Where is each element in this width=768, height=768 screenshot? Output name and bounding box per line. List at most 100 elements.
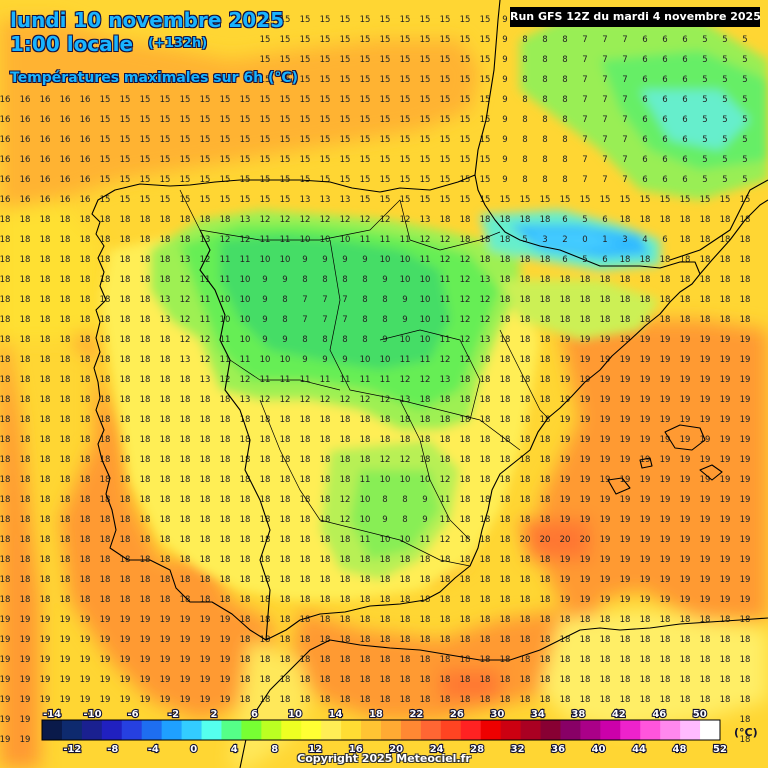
grid-value: 8	[542, 135, 547, 145]
grid-value: 6	[662, 135, 667, 145]
grid-value: 18	[20, 535, 31, 545]
grid-value: 19	[560, 495, 571, 505]
grid-value: 18	[740, 695, 751, 705]
grid-value: 18	[420, 615, 431, 625]
grid-value: 15	[360, 175, 371, 185]
grid-value: 18	[680, 255, 691, 265]
grid-value: 18	[280, 635, 291, 645]
grid-value: 9	[282, 335, 287, 345]
grid-value: 18	[60, 295, 71, 305]
grid-value: 8	[542, 35, 547, 45]
grid-value: 15	[460, 95, 471, 105]
grid-value: 18	[0, 235, 10, 245]
grid-value: 12	[280, 215, 291, 225]
grid-value: 10	[240, 275, 251, 285]
grid-value: 18	[460, 695, 471, 705]
grid-value: 18	[400, 635, 411, 645]
grid-value: 18	[100, 475, 111, 485]
grid-value: 16	[80, 195, 91, 205]
grid-value: 19	[720, 495, 731, 505]
grid-value: 11	[420, 535, 431, 545]
grid-value: 18	[720, 635, 731, 645]
grid-value: 15	[360, 195, 371, 205]
grid-value: 19	[620, 595, 631, 605]
legend-tick-label: 18	[369, 709, 383, 720]
grid-value: 18	[160, 455, 171, 465]
grid-value: 15	[440, 135, 451, 145]
grid-value: 19	[80, 655, 91, 665]
grid-value: 18	[80, 415, 91, 425]
grid-value: 19	[660, 535, 671, 545]
grid-value: 15	[220, 135, 231, 145]
grid-value: 8	[522, 115, 527, 125]
grid-value: 18	[20, 475, 31, 485]
grid-value: 7	[342, 315, 347, 325]
grid-value: 15	[100, 195, 111, 205]
grid-value: 18	[400, 675, 411, 685]
legend-frame	[41, 719, 721, 741]
grid-value: 19	[720, 455, 731, 465]
legend-tick-label: 38	[571, 709, 585, 720]
grid-value: 19	[700, 515, 711, 525]
grid-value: 18	[500, 255, 511, 265]
grid-value: 5	[742, 95, 747, 105]
grid-value: 18	[500, 455, 511, 465]
grid-value: 18	[40, 375, 51, 385]
grid-value: 12	[280, 395, 291, 405]
grid-value: 15	[100, 155, 111, 165]
grid-value: 7	[622, 75, 627, 85]
grid-value: 12	[380, 215, 391, 225]
grid-value: 8	[542, 55, 547, 65]
grid-value: 6	[682, 95, 687, 105]
grid-value: 5	[702, 115, 707, 125]
grid-value: 18	[520, 355, 531, 365]
grid-value: 13	[480, 335, 491, 345]
grid-value: 18	[560, 615, 571, 625]
grid-value: 19	[100, 695, 111, 705]
grid-value: 18	[440, 415, 451, 425]
grid-value: 19	[560, 395, 571, 405]
grid-value: 18	[60, 355, 71, 365]
grid-value: 18	[140, 475, 151, 485]
grid-value: 18	[400, 595, 411, 605]
grid-value: 19	[560, 515, 571, 525]
grid-value: 15	[420, 75, 431, 85]
grid-value: 18	[520, 675, 531, 685]
grid-value: 18	[500, 375, 511, 385]
grid-value: 13	[240, 215, 251, 225]
grid-value: 13	[420, 215, 431, 225]
grid-value: 18	[500, 435, 511, 445]
grid-value: 9	[422, 515, 427, 525]
grid-value: 15	[360, 115, 371, 125]
grid-value: 5	[722, 55, 727, 65]
grid-value: 6	[682, 135, 687, 145]
legend-swatch	[361, 720, 382, 740]
grid-value: 16	[80, 95, 91, 105]
grid-value: 18	[200, 215, 211, 225]
grid-value: 19	[180, 695, 191, 705]
grid-value: 18	[680, 695, 691, 705]
grid-value: 15	[580, 195, 591, 205]
grid-value: 8	[522, 95, 527, 105]
grid-value: 18	[440, 555, 451, 565]
legend-swatch	[600, 720, 621, 740]
grid-value: 19	[720, 375, 731, 385]
grid-value: 18	[160, 515, 171, 525]
grid-value: 18	[40, 275, 51, 285]
legend-tick-label: -6	[128, 709, 139, 720]
grid-value: 18	[420, 695, 431, 705]
grid-value: 9	[262, 275, 267, 285]
legend-swatch	[261, 720, 282, 740]
grid-value: 19	[80, 615, 91, 625]
grid-value: 15	[500, 195, 511, 205]
grid-value: 18	[240, 475, 251, 485]
grid-value: 19	[640, 455, 651, 465]
grid-value: 15	[380, 95, 391, 105]
legend-swatch	[520, 720, 542, 740]
grid-value: 5	[742, 75, 747, 85]
grid-value: 18	[280, 575, 291, 585]
grid-value: 18	[520, 335, 531, 345]
grid-value: 12	[400, 375, 411, 385]
grid-value: 18	[0, 375, 10, 385]
grid-value: 18	[660, 255, 671, 265]
